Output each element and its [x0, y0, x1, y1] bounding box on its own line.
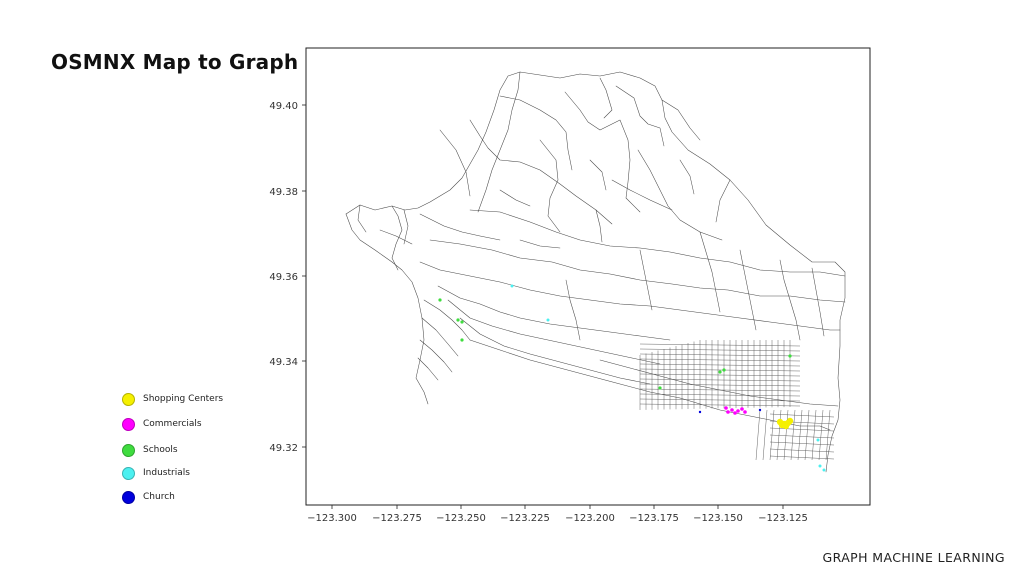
street-segment — [769, 448, 835, 453]
school-marker — [460, 320, 464, 324]
x-tick-label: −123.200 — [565, 513, 615, 524]
footer-caption: GRAPH MACHINE LEARNING — [822, 550, 1005, 565]
street-segment — [818, 409, 824, 461]
legend-item-schools: Schools — [122, 443, 178, 457]
commercial-marker — [724, 406, 728, 410]
y-tick-label: 49.34 — [269, 357, 298, 368]
map-legend: Shopping Centers Commercials Schools Ind… — [122, 392, 262, 510]
commercials-marker-icon — [122, 417, 135, 431]
street-segment — [639, 358, 801, 362]
industrials-marker-icon — [122, 466, 135, 480]
y-tick-label: 49.38 — [269, 187, 298, 198]
street-segment — [755, 409, 761, 461]
legend-item-industrials: Industrials — [122, 466, 190, 480]
street-segment — [769, 441, 835, 446]
school-marker — [658, 386, 662, 390]
y-tick-label: 49.36 — [269, 272, 298, 283]
church-marker-icon — [122, 490, 135, 504]
y-tick-label: 49.40 — [269, 101, 298, 112]
commercial-marker — [730, 408, 734, 412]
road-network — [345, 71, 846, 473]
x-tick-label: −123.275 — [372, 513, 422, 524]
legend-item-shopping-centers: Shopping Centers — [122, 392, 223, 406]
school-marker — [438, 298, 442, 302]
legend-label: Church — [143, 492, 175, 502]
x-axis: −123.300 −123.275 −123.250 −123.225 −123.200… — [307, 505, 808, 524]
street-segment — [783, 409, 789, 461]
school-marker — [718, 370, 722, 374]
church-marker — [698, 410, 702, 414]
legend-label: Commercials — [143, 419, 202, 429]
street-segment — [639, 368, 801, 372]
y-axis: 49.40 49.38 49.36 49.34 49.32 — [269, 101, 306, 454]
street-segment — [639, 398, 801, 402]
poi-markers — [438, 284, 826, 472]
commercial-marker — [733, 411, 737, 415]
shopping-center-marker — [786, 417, 794, 425]
industrial-marker — [816, 438, 820, 442]
y-tick-label: 49.32 — [269, 443, 298, 454]
street-segment — [639, 383, 801, 387]
street-segment — [639, 348, 801, 352]
street-segment — [811, 409, 817, 461]
street-segment — [804, 409, 810, 461]
street-segment — [639, 353, 801, 357]
x-tick-label: −123.250 — [436, 513, 486, 524]
shopping-centers-marker-icon — [122, 392, 135, 406]
street-segment — [790, 409, 796, 461]
commercial-marker — [726, 410, 730, 414]
legend-label: Schools — [143, 445, 178, 455]
street-segment — [639, 393, 801, 397]
street-segment — [762, 409, 768, 461]
street-segment — [639, 378, 801, 382]
slide-title: OSMNX Map to Graph — [51, 50, 299, 74]
shopping-center-marker — [778, 421, 786, 429]
industrial-marker — [818, 464, 822, 468]
street-segment — [639, 343, 801, 347]
plot-frame — [305, 47, 871, 506]
x-tick-label: −123.225 — [500, 513, 550, 524]
school-marker — [722, 368, 726, 372]
street-segment — [769, 455, 835, 460]
legend-label: Industrials — [143, 468, 190, 478]
school-marker — [460, 338, 464, 342]
x-tick-label: −123.300 — [307, 513, 357, 524]
x-tick-label: −123.175 — [629, 513, 679, 524]
school-marker — [788, 354, 792, 358]
street-segment — [639, 363, 801, 367]
legend-item-commercials: Commercials — [122, 417, 202, 431]
city-grid — [639, 340, 835, 461]
commercial-marker — [743, 410, 747, 414]
street-segment — [769, 413, 835, 418]
street-segment — [769, 427, 835, 432]
street-segment — [639, 388, 801, 392]
industrial-marker — [510, 284, 514, 288]
street-segment — [776, 409, 782, 461]
industrial-marker — [822, 468, 826, 472]
x-tick-label: −123.150 — [693, 513, 743, 524]
x-tick-label: −123.125 — [758, 513, 808, 524]
industrial-marker — [546, 318, 550, 322]
commercial-marker — [740, 407, 744, 411]
street-segment — [797, 409, 803, 461]
street-segment — [639, 403, 801, 407]
street-segment — [769, 434, 835, 439]
street-segment — [639, 373, 801, 377]
legend-label: Shopping Centers — [143, 394, 224, 404]
legend-item-church: Church — [122, 490, 175, 504]
schools-marker-icon — [122, 443, 135, 457]
commercial-marker — [736, 409, 740, 413]
church-marker — [758, 408, 762, 412]
school-marker — [456, 318, 460, 322]
